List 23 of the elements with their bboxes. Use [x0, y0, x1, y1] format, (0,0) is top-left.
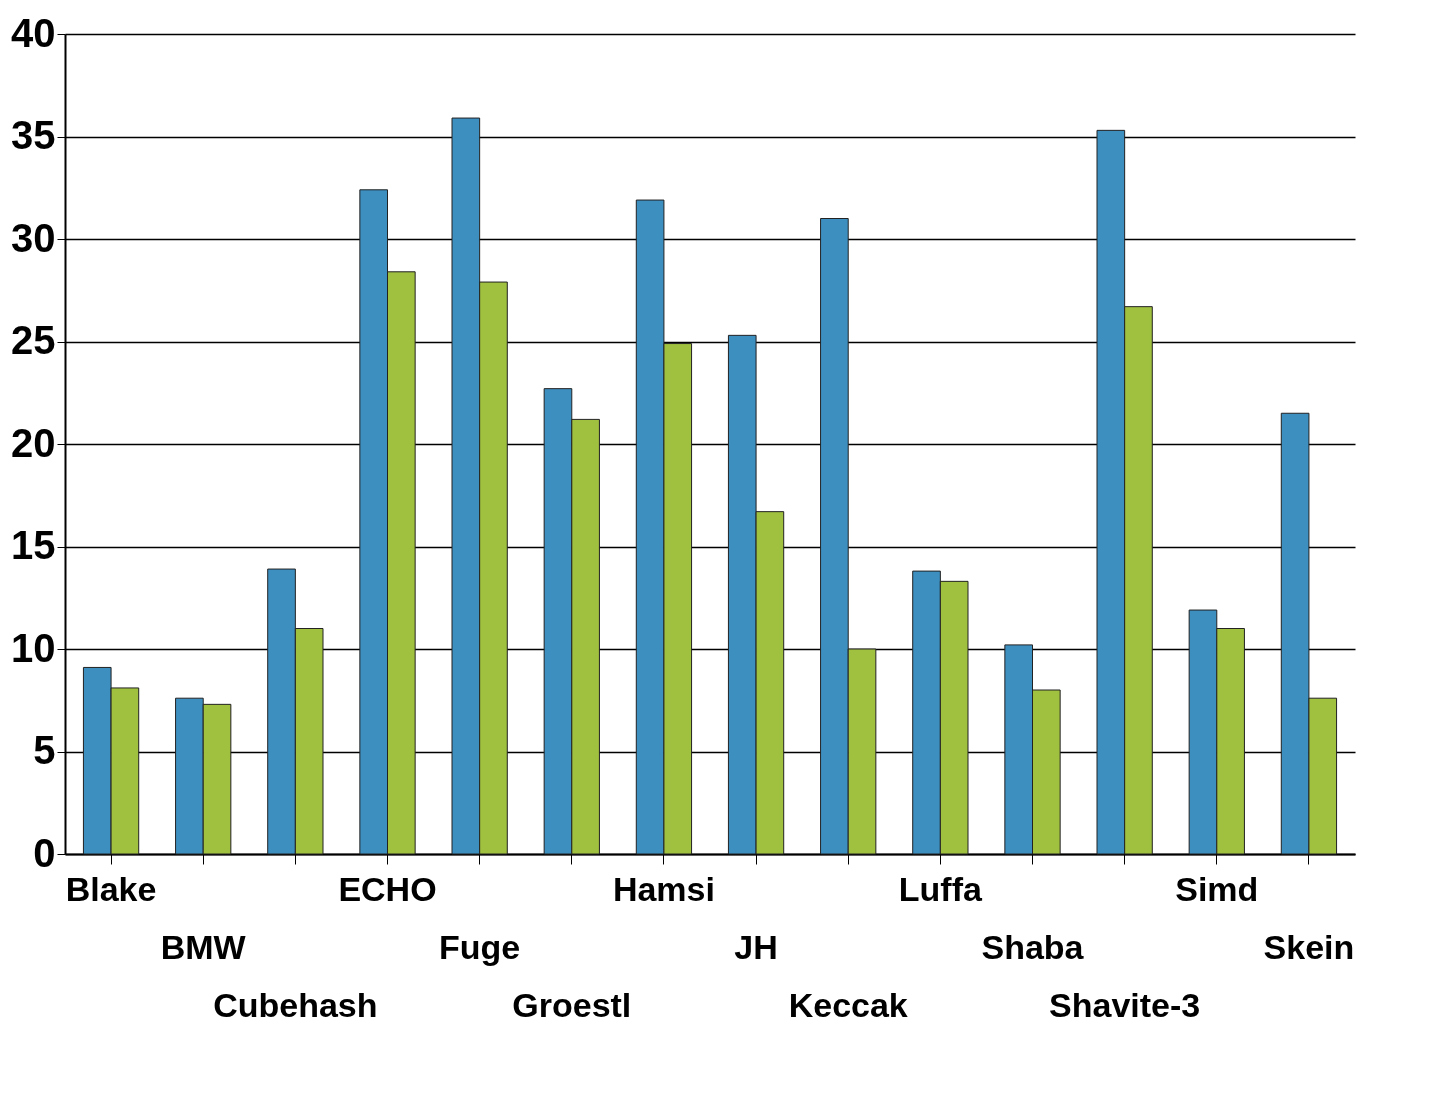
x-tick-label: Fuge	[439, 928, 521, 966]
y-tick-label: 25	[11, 318, 56, 362]
x-tick-label: JH	[734, 928, 778, 966]
y-tick-label: 35	[11, 113, 56, 157]
y-tick-label: 0	[33, 830, 56, 875]
x-tick-label: Luffa	[898, 870, 983, 908]
x-tick-label: Simd	[1175, 870, 1259, 908]
x-tick-label: Groestl	[512, 986, 632, 1024]
y-tick-label: 15	[11, 523, 56, 567]
x-tick-label: Shavite-3	[1049, 986, 1201, 1024]
y-tick-label: 30	[11, 215, 56, 260]
y-tick-label: 40	[11, 10, 56, 55]
x-tick-label: Cubehash	[213, 986, 378, 1024]
y-tick-label: 10	[11, 625, 56, 670]
x-tick-label: BMW	[160, 928, 247, 966]
x-tick-label: Skein	[1263, 928, 1355, 966]
x-tick-label: Shaba	[981, 928, 1085, 966]
x-tick-label: Keccak	[788, 986, 908, 1024]
x-tick-label: Hamsi	[612, 870, 715, 908]
x-tick-label: ECHO	[338, 870, 437, 908]
x-tick-label: Blake	[65, 870, 157, 908]
y-tick-label: 5	[33, 728, 56, 772]
y-tick-label: 20	[11, 420, 56, 465]
